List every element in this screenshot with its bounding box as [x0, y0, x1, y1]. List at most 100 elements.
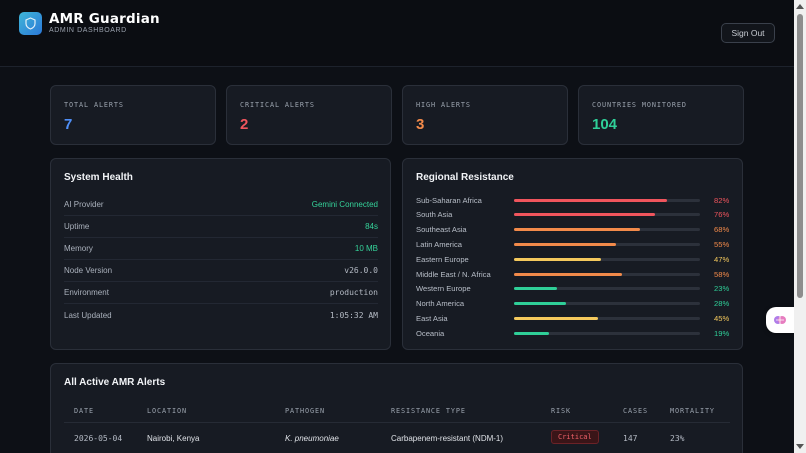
- region-name: Western Europe: [416, 284, 471, 294]
- health-row: Node Version v26.0.0: [64, 260, 378, 282]
- stat-card-high-alerts: HIGH ALERTS 3: [402, 85, 568, 145]
- health-key: AI Provider: [64, 200, 104, 209]
- page-scrollbar[interactable]: [794, 0, 806, 453]
- stat-label: HIGH ALERTS: [416, 101, 471, 109]
- health-value: v26.0.0: [344, 266, 378, 275]
- stat-card-countries-monitored: COUNTRIES MONITORED 104: [578, 85, 744, 145]
- health-key: Memory: [64, 244, 93, 253]
- column-header-resistance-type[interactable]: RESISTANCE TYPE: [391, 407, 466, 415]
- health-key: Last Updated: [64, 310, 112, 320]
- panel-title: System Health: [64, 172, 133, 183]
- cell-date: 2026-05-04: [74, 434, 123, 443]
- region-percent: 58%: [714, 269, 730, 279]
- stat-value: 3: [416, 116, 425, 133]
- resistance-bar-fill: [514, 198, 667, 202]
- region-percent: 55%: [714, 239, 730, 249]
- region-name: North America: [416, 299, 465, 309]
- risk-badge: Critical: [551, 430, 599, 444]
- health-key: Uptime: [64, 222, 90, 231]
- scroll-down-arrow-icon[interactable]: [796, 444, 804, 449]
- stat-value: 2: [240, 116, 249, 133]
- health-row: Uptime 84s: [64, 216, 378, 238]
- resistance-bar-fill: [514, 316, 598, 320]
- region-percent: 19%: [714, 328, 730, 338]
- sign-out-button[interactable]: Sign Out: [721, 23, 775, 43]
- resistance-bar-track: [514, 228, 700, 232]
- stat-value: 104: [592, 116, 618, 133]
- resistance-bar-fill: [514, 272, 622, 276]
- resistance-bar-track: [514, 257, 700, 261]
- region-row: East Asia 45%: [416, 312, 733, 324]
- health-key: Environment: [64, 288, 109, 297]
- region-percent: 23%: [714, 284, 730, 294]
- health-value: 1:05:32 AM: [329, 310, 378, 320]
- resistance-bar-track: [514, 272, 700, 276]
- region-name: Eastern Europe: [416, 254, 469, 264]
- health-row: Memory 10 MB: [64, 238, 378, 260]
- region-percent: 82%: [714, 195, 730, 205]
- region-percent: 47%: [714, 254, 730, 264]
- resistance-bar-track: [514, 242, 700, 246]
- resistance-bar-fill: [514, 287, 557, 291]
- resistance-bar-track: [514, 316, 700, 320]
- region-row: South Asia 76%: [416, 209, 733, 221]
- health-value: Gemini Connected: [311, 200, 378, 209]
- scroll-thumb[interactable]: [797, 14, 803, 298]
- stat-card-critical-alerts: CRITICAL ALERTS 2: [226, 85, 392, 145]
- resistance-bar-track: [514, 213, 700, 217]
- resistance-bar-fill: [514, 213, 656, 217]
- table-divider: [64, 422, 730, 423]
- region-name: Oceania: [416, 328, 445, 338]
- resistance-bar-fill: [514, 331, 550, 335]
- panel-title: All Active AMR Alerts: [64, 377, 166, 388]
- column-header-date[interactable]: DATE: [74, 407, 94, 415]
- alerts-panel: All Active AMR Alerts DATE LOCATION PATH…: [50, 363, 743, 453]
- region-name: Latin America: [416, 239, 463, 249]
- cell-cases: 147: [623, 434, 638, 443]
- region-row: North America 28%: [416, 298, 733, 310]
- stat-label: COUNTRIES MONITORED: [592, 101, 687, 109]
- column-header-risk[interactable]: RISK: [551, 407, 571, 415]
- column-header-location[interactable]: LOCATION: [147, 407, 187, 415]
- cell-location: Nairobi, Kenya: [147, 434, 200, 443]
- assistant-button[interactable]: [766, 307, 794, 333]
- region-name: South Asia: [416, 210, 453, 220]
- brain-icon: [774, 316, 786, 324]
- cell-pathogen: K. pneumoniae: [285, 434, 339, 443]
- region-row: Southeast Asia 68%: [416, 224, 733, 236]
- region-row: Oceania 19%: [416, 327, 733, 339]
- resistance-bar-track: [514, 287, 700, 291]
- health-row: Last Updated 1:05:32 AM: [64, 304, 378, 326]
- region-name: Middle East / N. Africa: [416, 269, 491, 279]
- health-value: production: [329, 288, 378, 297]
- stat-card-total-alerts: TOTAL ALERTS 7: [50, 85, 216, 145]
- app-title: AMR Guardian: [49, 11, 160, 27]
- column-header-cases[interactable]: CASES: [623, 407, 648, 415]
- resistance-bar-track: [514, 302, 700, 306]
- region-row: Eastern Europe 47%: [416, 253, 733, 265]
- panel-title: Regional Resistance: [416, 172, 514, 183]
- region-row: Sub-Saharan Africa 82%: [416, 194, 733, 206]
- region-row: Western Europe 23%: [416, 283, 733, 295]
- stat-label: TOTAL ALERTS: [64, 101, 124, 109]
- health-key: Node Version: [64, 266, 113, 275]
- health-value: 10 MB: [354, 244, 378, 253]
- column-header-pathogen[interactable]: PATHOGEN: [285, 407, 325, 415]
- resistance-bar-track: [514, 198, 700, 202]
- health-row: Environment production: [64, 282, 378, 304]
- resistance-bar-track: [514, 331, 700, 335]
- region-name: East Asia: [416, 313, 448, 323]
- region-percent: 45%: [714, 313, 730, 323]
- stat-label: CRITICAL ALERTS: [240, 101, 315, 109]
- region-name: Sub-Saharan Africa: [416, 195, 482, 205]
- regional-resistance-panel: Regional Resistance Sub-Saharan Africa 82…: [402, 158, 743, 350]
- region-percent: 68%: [714, 225, 730, 235]
- health-value: 84s: [365, 222, 378, 231]
- column-header-mortality[interactable]: MORTALITY: [670, 407, 715, 415]
- scroll-up-arrow-icon[interactable]: [796, 4, 804, 9]
- region-percent: 28%: [714, 299, 730, 309]
- region-percent: 76%: [714, 210, 730, 220]
- stat-value: 7: [64, 116, 73, 133]
- resistance-bar-fill: [514, 302, 567, 306]
- logo-icon: [19, 12, 42, 35]
